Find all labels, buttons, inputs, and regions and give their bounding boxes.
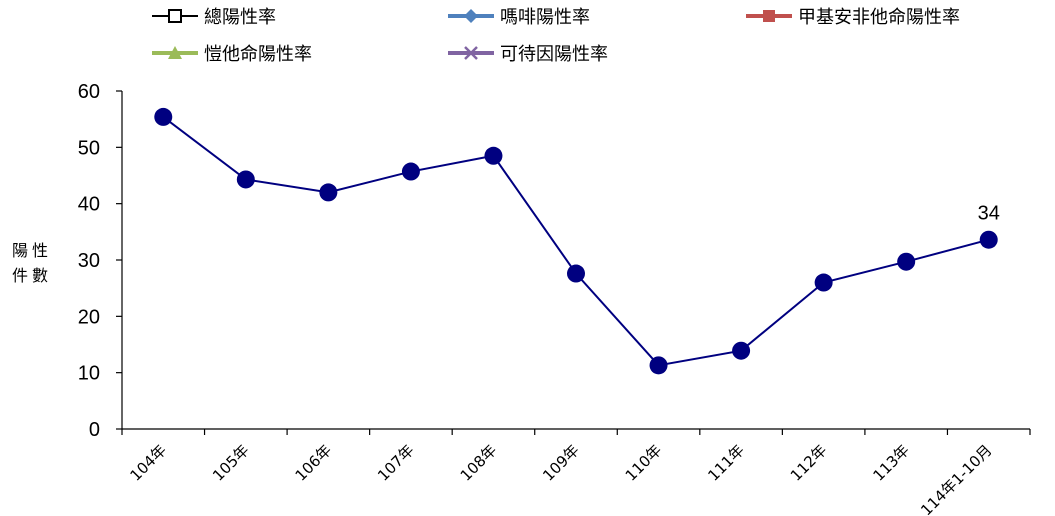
x-tick-label: 109年 <box>539 441 583 485</box>
x-tick-label: 107年 <box>374 441 418 485</box>
y-tick-label: 30 <box>78 250 100 272</box>
x-tick-label: 110年 <box>622 441 666 485</box>
x-tick-label: 104年 <box>127 441 171 485</box>
legend-marker-triangle-icon <box>152 46 198 59</box>
data-point <box>236 170 255 189</box>
x-tick-label: 105年 <box>209 441 253 485</box>
x-tick-label: 114年1-10月 <box>917 441 995 516</box>
legend-marker-x-icon <box>448 46 494 60</box>
y-tick-label: 50 <box>78 137 100 159</box>
data-point <box>319 183 338 202</box>
data-point <box>814 273 833 292</box>
x-tick-label: 112年 <box>787 441 831 485</box>
y-tick-label: 0 <box>89 419 100 441</box>
x-tick-label: 108年 <box>457 441 501 485</box>
x-tick-label: 113年 <box>869 441 913 485</box>
legend-label: 甲基安非他命陽性率 <box>798 7 960 28</box>
data-label: 34 <box>978 203 1000 225</box>
y-tick-label: 40 <box>78 194 100 216</box>
y-tick-label: 20 <box>78 306 100 328</box>
series-line <box>162 116 989 367</box>
data-point <box>979 230 998 249</box>
y-tick-label: 10 <box>78 363 100 385</box>
data-point <box>401 162 420 181</box>
data-point <box>897 252 916 271</box>
legend-label: 愷他命陽性率 <box>204 44 312 65</box>
chart-legend: 總陽性率 嗎啡陽性率 甲基安非他命陽性率 愷他命陽性率 可待因陽性率 <box>0 0 1055 80</box>
legend-label: 總陽性率 <box>204 7 276 28</box>
x-tick-label: 106年 <box>292 441 336 485</box>
legend-label: 嗎啡陽性率 <box>500 7 590 28</box>
legend-marker-square-icon <box>746 10 792 22</box>
legend-item-morphine-positive-rate: 嗎啡陽性率 <box>446 4 590 28</box>
legend-item-methamphetamine-positive-rate: 甲基安非他命陽性率 <box>744 4 960 28</box>
y-tick-label: 60 <box>78 81 100 103</box>
data-point <box>154 107 173 126</box>
legend-label: 可待因陽性率 <box>500 44 608 65</box>
x-tick-label: 111年 <box>704 441 748 485</box>
legend-item-total-positive-rate: 總陽性率 <box>150 4 276 28</box>
data-point <box>567 264 585 283</box>
legend-marker-open-square-icon <box>152 9 198 23</box>
data-point <box>649 356 668 375</box>
legend-item-codeine-positive-rate: 可待因陽性率 <box>446 41 608 65</box>
legend-item-ketamine-positive-rate: 愷他命陽性率 <box>150 41 312 65</box>
y-axis-label: 陽性件數 <box>12 241 53 285</box>
data-point <box>484 146 503 165</box>
legend-marker-diamond-icon <box>448 9 494 23</box>
data-point <box>732 341 751 360</box>
